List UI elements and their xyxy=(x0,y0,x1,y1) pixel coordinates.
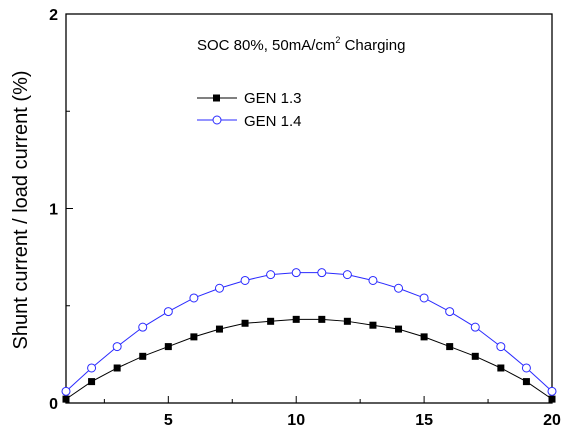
data-point-gen-1-4 xyxy=(163,307,173,317)
data-point-gen-1-4 xyxy=(240,275,250,285)
legend-label-gen-1-3: GEN 1.3 xyxy=(244,90,302,107)
data-point-gen-1-3 xyxy=(241,319,249,327)
legend: GEN 1.3 GEN 1.4 xyxy=(197,90,302,130)
data-point-gen-1-4 xyxy=(87,363,97,373)
y-tick-label: 0 xyxy=(49,396,58,413)
legend-marker-gen-1-4 xyxy=(212,115,222,125)
chart-annotation: SOC 80%, 50mA/cm2 Charging xyxy=(197,35,405,54)
data-point-gen-1-4 xyxy=(112,342,122,352)
series-line-0 xyxy=(65,318,553,400)
data-point-gen-1-4 xyxy=(342,270,352,280)
plot-frame xyxy=(65,13,553,404)
data-point-gen-1-3 xyxy=(292,315,300,323)
legend-item-gen-1-3: GEN 1.3 xyxy=(197,90,302,107)
data-point-gen-1-4 xyxy=(394,283,404,293)
data-point-gen-1-3 xyxy=(343,317,351,325)
legend-item-gen-1-4: GEN 1.4 xyxy=(197,113,302,130)
annotation-superscript: 2 xyxy=(335,35,340,45)
data-point-gen-1-3 xyxy=(446,343,454,351)
x-tick-label: 20 xyxy=(543,412,561,429)
data-point-gen-1-4 xyxy=(496,342,506,352)
data-point-gen-1-4 xyxy=(317,268,327,278)
data-point-gen-1-3 xyxy=(267,317,275,325)
data-point-gen-1-4 xyxy=(266,270,276,280)
legend-marker-gen-1-3 xyxy=(213,94,220,102)
data-point-gen-1-3 xyxy=(395,325,403,333)
data-point-gen-1-3 xyxy=(113,364,121,372)
annotation-prefix: SOC 80%, 50mA/cm xyxy=(197,37,335,54)
data-point-gen-1-3 xyxy=(62,395,70,403)
x-tick-label: 10 xyxy=(287,412,305,429)
y-tick-label: 2 xyxy=(49,7,58,24)
data-point-gen-1-3 xyxy=(164,343,172,351)
data-point-gen-1-3 xyxy=(497,364,505,372)
data-point-gen-1-3 xyxy=(88,378,96,386)
data-point-gen-1-3 xyxy=(369,321,377,329)
y-axis-title: Shunt current / load current (%) xyxy=(10,70,32,349)
data-point-gen-1-4 xyxy=(445,307,455,317)
data-point-gen-1-4 xyxy=(291,268,301,278)
data-point-gen-1-4 xyxy=(419,293,429,303)
x-tick-label: 15 xyxy=(415,412,433,429)
annotation-suffix: Charging xyxy=(340,37,405,54)
x-tick-label: 5 xyxy=(164,412,173,429)
data-point-gen-1-3 xyxy=(190,333,198,341)
data-point-gen-1-3 xyxy=(318,315,326,323)
data-point-gen-1-3 xyxy=(139,352,147,360)
legend-label-gen-1-4: GEN 1.4 xyxy=(244,113,302,130)
series-line-1 xyxy=(65,272,553,392)
plot-area: 5 10 15 20 0 1 2 xyxy=(49,7,561,429)
data-point-gen-1-3 xyxy=(420,333,428,341)
data-point-gen-1-4 xyxy=(470,322,480,332)
data-point-gen-1-4 xyxy=(368,275,378,285)
data-point-gen-1-4 xyxy=(547,386,557,396)
data-point-gen-1-3 xyxy=(522,378,530,386)
y-tick-label: 1 xyxy=(49,202,58,219)
data-point-gen-1-3 xyxy=(215,325,223,333)
data-point-gen-1-4 xyxy=(214,283,224,293)
data-point-gen-1-3 xyxy=(471,352,479,360)
data-point-gen-1-4 xyxy=(521,363,531,373)
data-point-gen-1-4 xyxy=(61,386,71,396)
data-point-gen-1-3 xyxy=(548,395,556,403)
data-point-gen-1-4 xyxy=(189,293,199,303)
data-point-gen-1-4 xyxy=(138,322,148,332)
